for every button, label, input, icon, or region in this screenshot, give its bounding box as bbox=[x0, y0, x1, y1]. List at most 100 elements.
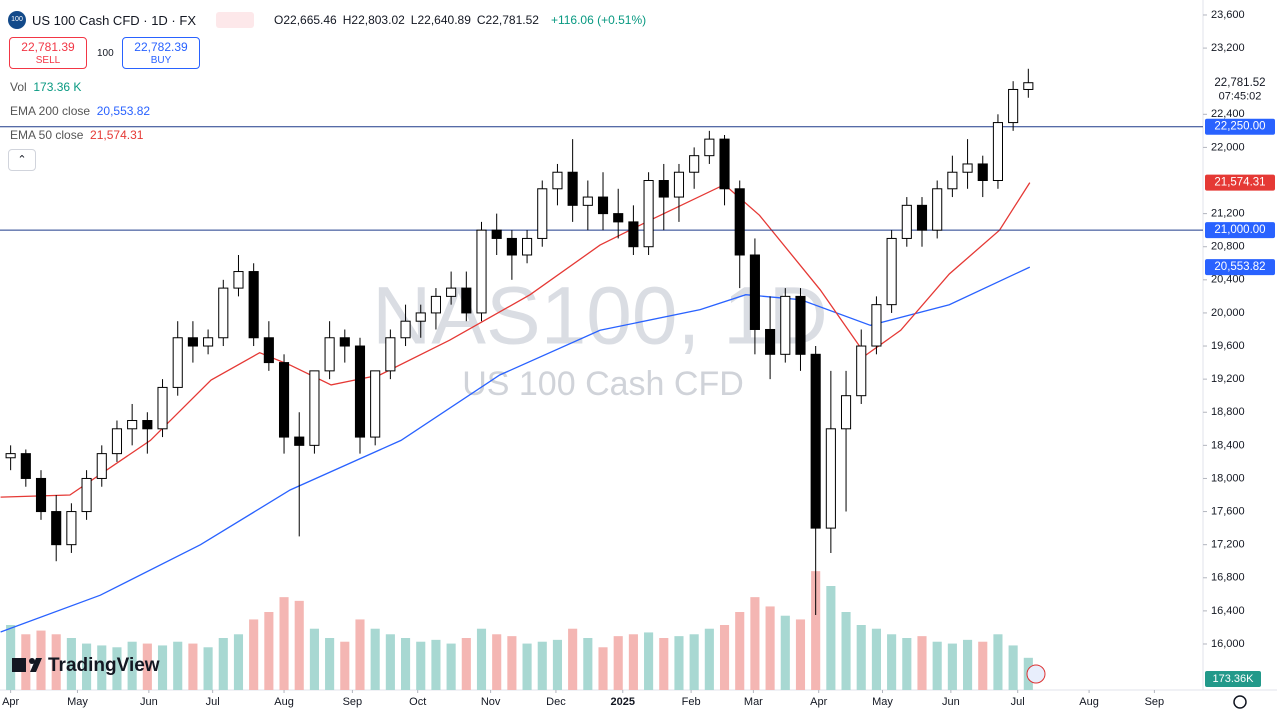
candle-layer bbox=[5, 68, 1034, 616]
candle-body bbox=[172, 337, 183, 388]
volume-badge bbox=[1205, 671, 1261, 687]
volume-bar bbox=[431, 639, 441, 690]
volume-bar bbox=[568, 628, 578, 690]
volume-bar bbox=[932, 641, 942, 690]
volume-bar bbox=[97, 645, 107, 690]
candle-body bbox=[142, 420, 153, 430]
volume-bar bbox=[507, 636, 517, 690]
candle-body bbox=[689, 155, 700, 173]
candle-body bbox=[476, 229, 487, 314]
candle-body bbox=[871, 304, 882, 347]
y-tick-label: 20,400 bbox=[1211, 274, 1245, 286]
volume-bar bbox=[841, 612, 851, 690]
candle-body bbox=[947, 171, 958, 190]
change: +116.06 (+0.51%) bbox=[550, 13, 647, 27]
candle-body bbox=[643, 180, 654, 248]
candle-body bbox=[233, 271, 244, 289]
y-tick-label: 23,200 bbox=[1211, 42, 1245, 54]
candle-body bbox=[51, 511, 62, 546]
legend-value: 21,574.31 bbox=[90, 128, 144, 142]
x-tick-label: Oct bbox=[409, 696, 426, 708]
candle-body bbox=[992, 122, 1003, 182]
volume-bar bbox=[871, 628, 881, 690]
volume-bar bbox=[795, 619, 806, 690]
volume-layer bbox=[6, 571, 1033, 690]
volume-bar bbox=[537, 641, 547, 690]
candle-body bbox=[203, 337, 214, 347]
sell-button[interactable]: 22,781.39 SELL bbox=[9, 37, 87, 69]
volume-bar bbox=[51, 634, 61, 690]
volume-bar bbox=[279, 597, 289, 690]
spread: 100 bbox=[97, 48, 114, 59]
candle-body bbox=[506, 237, 517, 256]
volume-bar bbox=[902, 638, 912, 690]
volume-bar bbox=[719, 625, 730, 690]
buy-button[interactable]: 22,782.39 BUY bbox=[122, 37, 200, 69]
candle-body bbox=[96, 453, 107, 479]
volume-bar bbox=[583, 638, 593, 690]
x-tick-label: Aug bbox=[274, 696, 294, 708]
legend-name: Vol bbox=[10, 80, 27, 94]
logo-text: TradingView bbox=[48, 655, 160, 676]
candle-body bbox=[582, 196, 593, 206]
y-tick-label: 16,400 bbox=[1211, 605, 1245, 617]
candle-body bbox=[187, 337, 198, 347]
volume-bar bbox=[689, 634, 699, 690]
volume-bar bbox=[644, 632, 654, 690]
volume-bar bbox=[6, 625, 16, 690]
buy-label: BUY bbox=[150, 55, 172, 66]
candle-body bbox=[218, 287, 229, 339]
candle-body bbox=[35, 477, 47, 513]
candle-body bbox=[537, 188, 548, 239]
sell-price: 22,781.39 bbox=[21, 40, 75, 54]
volume-bar bbox=[294, 600, 304, 690]
candle-body bbox=[780, 295, 791, 355]
price-badge bbox=[1205, 259, 1275, 276]
tradingview-logo: TradingView bbox=[12, 655, 160, 676]
candle-body bbox=[719, 138, 730, 190]
y-tick-label: 21,200 bbox=[1211, 208, 1245, 220]
volume-bar bbox=[203, 647, 213, 690]
x-tick-label: Jul bbox=[1011, 696, 1025, 708]
volume-bar bbox=[249, 619, 259, 690]
candle-body bbox=[461, 287, 472, 314]
volume-bar bbox=[947, 643, 957, 690]
volume-bar bbox=[811, 571, 821, 690]
ohlc-key: L bbox=[410, 13, 418, 27]
candle-body bbox=[932, 188, 943, 231]
volume-bar bbox=[157, 645, 168, 690]
candle-body bbox=[658, 180, 669, 198]
candle-body bbox=[1008, 88, 1019, 124]
status-pills[interactable] bbox=[216, 12, 254, 28]
volume-bar bbox=[370, 628, 380, 690]
legend-name: EMA 200 close bbox=[10, 104, 91, 118]
x-tick-label: Apr bbox=[810, 696, 827, 708]
x-tick-label: Aug bbox=[1079, 696, 1099, 708]
x-tick-label: Jun bbox=[140, 696, 158, 708]
candle-body bbox=[886, 237, 897, 306]
candle-body bbox=[734, 188, 745, 256]
y-tick-label: 16,000 bbox=[1211, 638, 1245, 650]
y-tick-label: 22,000 bbox=[1211, 141, 1245, 153]
candle-body bbox=[840, 395, 852, 430]
volume-bar bbox=[446, 643, 456, 690]
volume-bar bbox=[66, 638, 76, 690]
candle-body bbox=[795, 295, 806, 355]
volume-bar bbox=[264, 612, 274, 690]
ema200-legend: EMA 200 close 20,553.82 bbox=[10, 104, 150, 118]
volume-bar bbox=[704, 628, 714, 690]
settings-icon[interactable] bbox=[1233, 695, 1247, 709]
flag-icon[interactable] bbox=[1026, 664, 1046, 684]
candle-body bbox=[825, 428, 836, 529]
volume-bar bbox=[385, 634, 395, 690]
volume-bar bbox=[325, 638, 335, 690]
collapse-button[interactable]: ⌃ bbox=[8, 149, 36, 171]
symbol-title[interactable]: US 100 Cash CFD · 1D · FX bbox=[32, 12, 196, 28]
candle-body bbox=[354, 345, 366, 438]
volume-bar bbox=[1008, 645, 1018, 690]
price-badge bbox=[1205, 222, 1275, 239]
candle-body bbox=[552, 171, 563, 190]
